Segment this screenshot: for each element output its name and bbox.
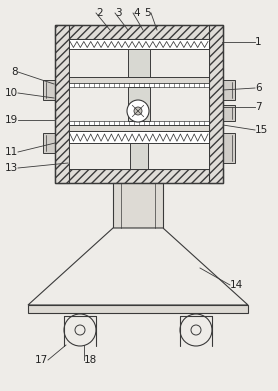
Text: 6: 6 [255,83,262,93]
Bar [128,87,150,121]
Bar [55,25,223,183]
Circle shape [191,325,201,335]
Bar [128,49,150,77]
Polygon shape [28,228,248,305]
Bar [69,39,209,49]
Text: 1: 1 [255,37,262,47]
Bar [130,143,148,169]
Circle shape [127,100,149,122]
Bar [69,39,209,169]
Text: 8: 8 [11,67,18,77]
Text: 14: 14 [230,280,243,290]
Text: 19: 19 [5,115,18,125]
Text: 13: 13 [5,163,18,173]
Bar [223,80,235,100]
Bar [69,131,209,143]
Bar [223,105,235,121]
Text: 17: 17 [35,355,48,365]
Text: 15: 15 [255,125,268,135]
Bar [69,121,209,125]
Circle shape [134,107,142,115]
Bar [69,39,209,169]
Bar [55,25,223,39]
Text: 3: 3 [115,8,122,18]
Bar [209,25,223,183]
Bar [69,125,209,131]
Bar [43,133,55,153]
Bar [28,305,248,313]
Bar [43,80,55,100]
Text: 5: 5 [144,8,151,18]
Text: 18: 18 [84,355,97,365]
Text: 2: 2 [96,8,103,18]
Circle shape [75,325,85,335]
Bar [69,77,209,83]
Circle shape [180,314,212,346]
Bar [55,25,69,183]
Text: 10: 10 [5,88,18,98]
Text: 7: 7 [255,102,262,112]
Bar [223,133,235,163]
Bar [55,169,223,183]
Bar [113,183,163,228]
Circle shape [64,314,96,346]
Text: 4: 4 [133,8,140,18]
Text: 11: 11 [5,147,18,157]
Bar [69,83,209,87]
